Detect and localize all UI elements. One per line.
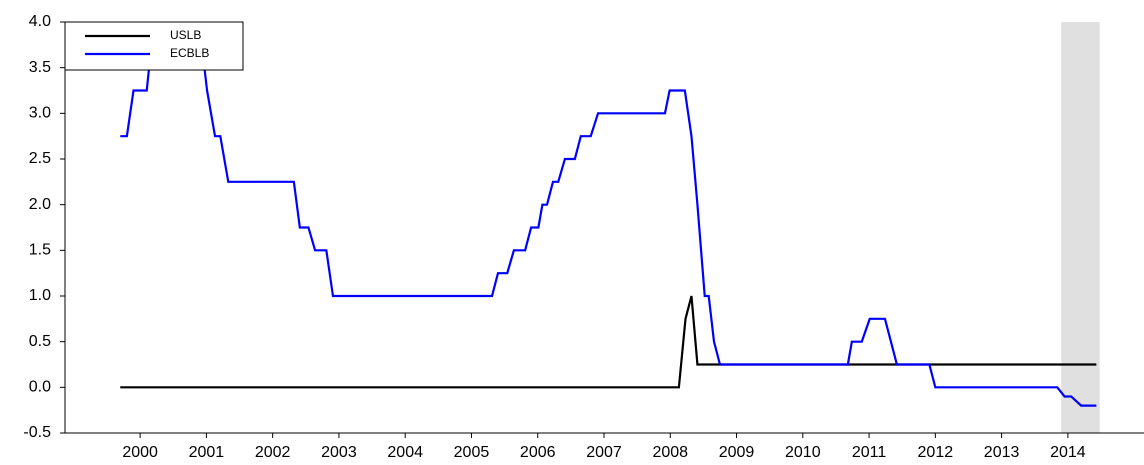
x-tick-label: 2009 xyxy=(719,444,755,461)
y-tick-label: 2.0 xyxy=(29,196,51,213)
legend-label: USLB xyxy=(170,28,201,42)
x-tick-label: 2010 xyxy=(785,444,821,461)
y-tick-label: 3.0 xyxy=(29,105,51,122)
x-tick-label: 2014 xyxy=(1050,444,1086,461)
plot-area xyxy=(120,22,1097,407)
shaded-region xyxy=(1061,22,1100,433)
x-tick-label: 2004 xyxy=(387,444,423,461)
series-line xyxy=(120,22,1097,407)
y-tick-label: 4.0 xyxy=(29,13,51,30)
series-line xyxy=(120,295,1097,389)
y-tick-label: 0.0 xyxy=(29,379,51,396)
y-tick-label: 1.5 xyxy=(29,242,51,259)
x-tick-label: 2003 xyxy=(321,444,357,461)
y-tick-label: -0.5 xyxy=(23,424,51,441)
y-tick-label: 0.5 xyxy=(29,333,51,350)
x-tick-label: 2011 xyxy=(852,444,887,461)
x-tick-label: 2001 xyxy=(189,444,225,461)
x-tick-label: 2007 xyxy=(586,444,622,461)
y-tick-label: 1.0 xyxy=(29,287,51,304)
x-tick-label: 2013 xyxy=(984,444,1020,461)
y-tick-label: 2.5 xyxy=(29,150,51,167)
x-tick-label: 2000 xyxy=(122,444,158,461)
x-tick-label: 2005 xyxy=(454,444,490,461)
x-tick-label: 2012 xyxy=(918,444,954,461)
x-tick-label: 2006 xyxy=(520,444,556,461)
legend-label: ECBLB xyxy=(170,46,209,60)
legend-box xyxy=(64,21,244,71)
y-tick-label: 3.5 xyxy=(29,59,51,76)
x-tick-label: 2008 xyxy=(652,444,688,461)
x-tick-label: 2002 xyxy=(255,444,291,461)
